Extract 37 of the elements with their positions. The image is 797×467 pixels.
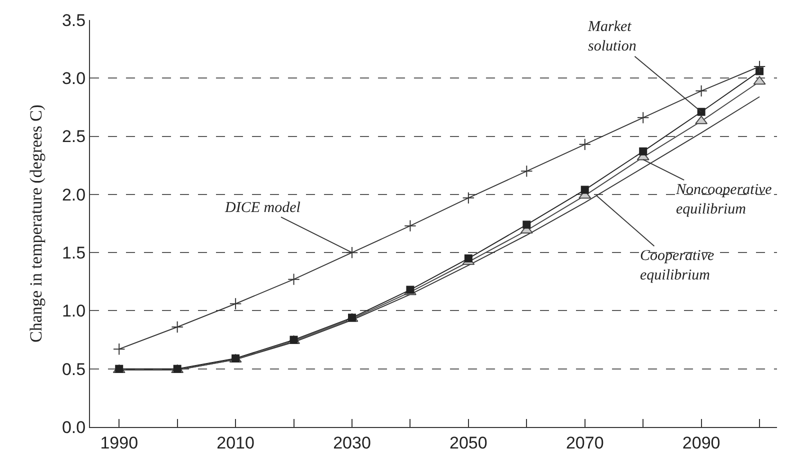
x-tick-label: 2050 [450, 433, 488, 452]
y-tick-label: 3.0 [62, 69, 86, 88]
point [464, 254, 472, 262]
point [522, 220, 531, 229]
x-tick-label: 2070 [566, 433, 604, 452]
point [346, 246, 358, 259]
point [462, 192, 475, 204]
point [639, 147, 648, 156]
y-tick-label: 0.5 [62, 360, 86, 379]
point [113, 342, 126, 356]
annotation: DICE model [224, 200, 300, 216]
x-tick-label: 2090 [682, 433, 720, 452]
y-tick-label: 1.0 [62, 302, 86, 321]
point [580, 186, 589, 194]
y-tick-label: 2.0 [62, 185, 86, 204]
y-axis-title: Change in temperature (degrees C) [26, 104, 46, 342]
annotation: Market solution [587, 19, 636, 54]
point [578, 138, 591, 151]
point [695, 84, 708, 98]
point [520, 165, 533, 178]
x-tick-label: 2030 [333, 433, 371, 452]
y-tick-label: 0.0 [62, 418, 86, 437]
point [171, 320, 184, 334]
x-tick-label: 1990 [100, 433, 138, 452]
point [404, 220, 416, 232]
point [229, 298, 242, 310]
point [753, 60, 766, 73]
y-tick-label: 3.5 [62, 10, 86, 30]
point [636, 112, 650, 124]
point [697, 108, 706, 116]
x-tick-label: 2010 [216, 433, 254, 452]
annotation: Noncooperative equilibrium [675, 182, 772, 218]
y-tick-label: 1.5 [62, 244, 86, 263]
point [406, 286, 414, 294]
y-tick-label: 2.5 [62, 127, 86, 146]
point [288, 273, 300, 286]
annotation: Cooperative equilibrium [640, 248, 714, 284]
